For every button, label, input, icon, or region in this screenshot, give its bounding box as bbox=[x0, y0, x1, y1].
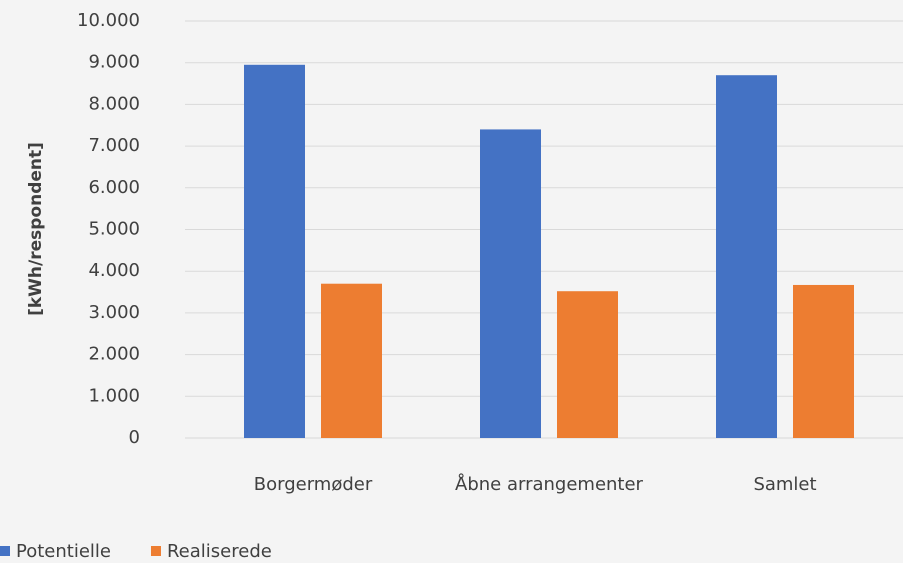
y-tick-label: 5.000 bbox=[88, 219, 140, 240]
bar bbox=[244, 64, 305, 438]
y-tick-label: 8.000 bbox=[88, 93, 140, 114]
bar bbox=[793, 284, 854, 438]
x-tick-label: Samlet bbox=[753, 474, 816, 495]
legend-swatch bbox=[150, 546, 161, 556]
y-tick-label: 10.000 bbox=[77, 10, 140, 31]
legend-swatch bbox=[0, 546, 10, 556]
bar bbox=[716, 75, 777, 439]
y-tick-label: 4.000 bbox=[88, 260, 140, 281]
bar bbox=[557, 291, 618, 438]
x-tick-label: Borgermøder bbox=[254, 474, 373, 495]
y-tick-label: 1.000 bbox=[88, 385, 140, 406]
y-tick-label: 6.000 bbox=[88, 177, 140, 198]
bar bbox=[321, 283, 382, 438]
y-tick-label: 9.000 bbox=[88, 52, 140, 73]
y-tick-label: 7.000 bbox=[88, 135, 140, 156]
legend-label: Realiserede bbox=[167, 541, 272, 562]
y-tick-label: 2.000 bbox=[88, 344, 140, 365]
y-tick-label: 3.000 bbox=[88, 302, 140, 323]
y-tick-label: 0 bbox=[129, 427, 140, 448]
y-axis-label: [kWh/respondent] bbox=[26, 142, 46, 316]
x-tick-label: Åbne arrangementer bbox=[455, 473, 644, 495]
bar bbox=[480, 129, 541, 439]
legend-label: Potentielle bbox=[16, 541, 111, 562]
